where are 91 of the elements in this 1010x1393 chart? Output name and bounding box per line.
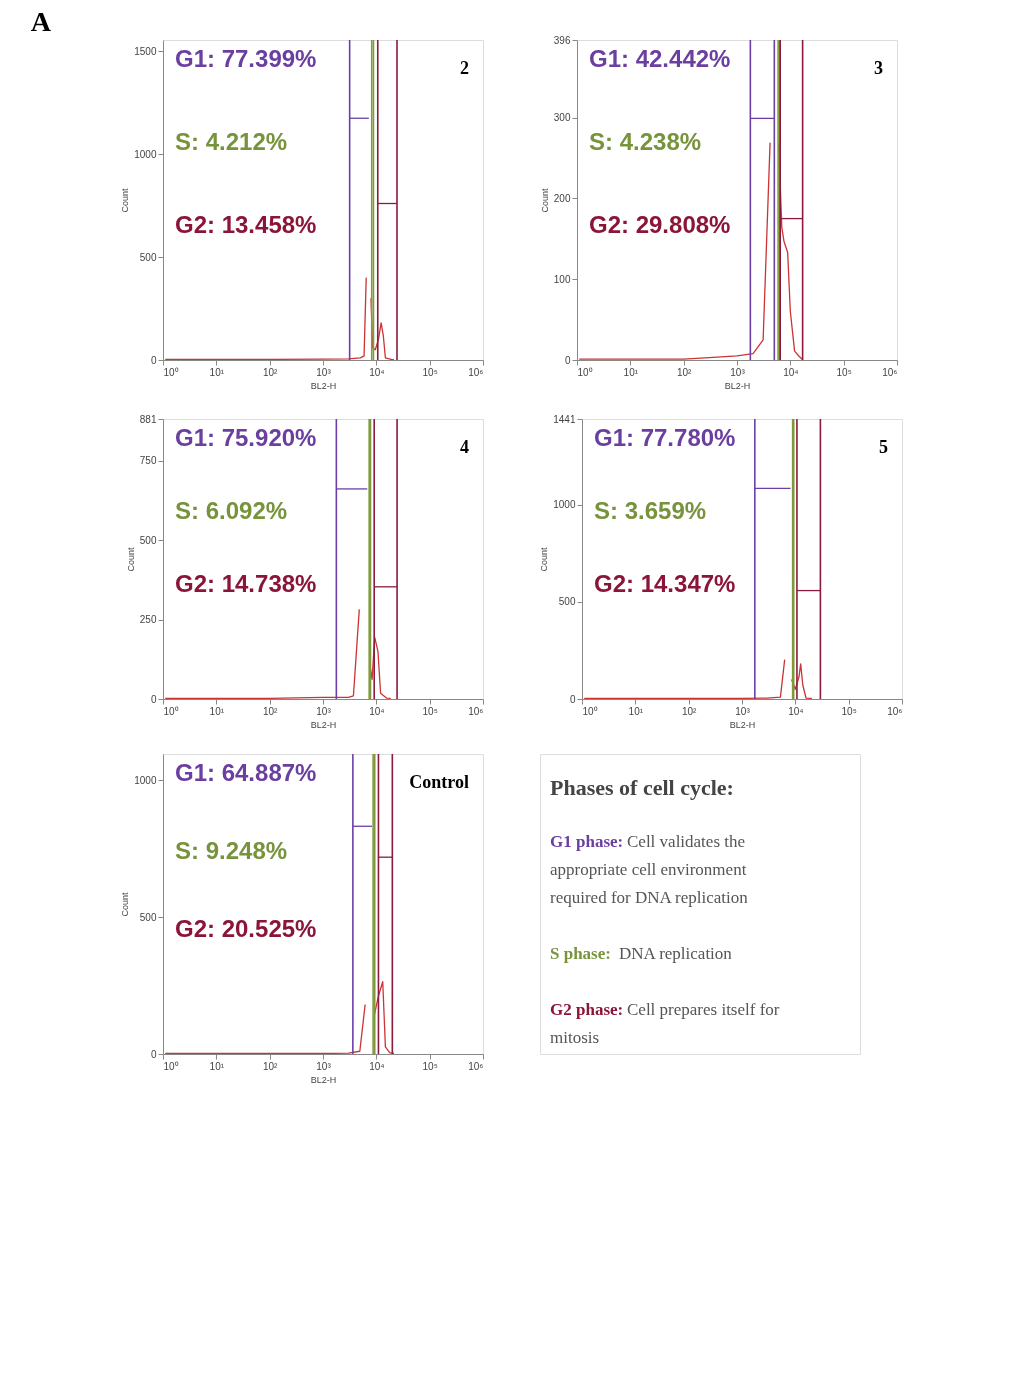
x-axis-title: BL2-H: [310, 719, 337, 730]
y-tick-label: 500: [139, 911, 157, 923]
y-tick-label: 1000: [134, 148, 157, 160]
annotation: S: 4.238%: [589, 128, 702, 156]
x-tick-label: 10⁴: [369, 705, 385, 717]
y-tick-label: 881: [139, 413, 157, 425]
annotation: S: 4.212%: [175, 128, 288, 156]
annotation: G1: 77.780%: [594, 424, 736, 451]
x-tick-label: 10¹: [623, 366, 639, 378]
text: S phase: DNA replication: [550, 944, 733, 963]
y-tick-label: 1500: [134, 45, 157, 57]
y-tick-label: 500: [139, 534, 157, 546]
chart-title: A: [30, 6, 52, 38]
text: G2 phase: Cell prepares itself for mitosis: [550, 1000, 780, 1047]
x-tick-label: 10⁶: [882, 366, 898, 378]
y-axis-title: Count: [539, 188, 550, 213]
x-tick-label: 10⁵: [836, 366, 852, 378]
y-tick-label: 1000: [134, 774, 157, 786]
y-tick-label: 396: [553, 34, 571, 46]
x-axis-title: BL2-H: [729, 719, 756, 730]
y-axis-title: Count: [125, 547, 136, 572]
y-tick-label: 0: [150, 1048, 157, 1060]
y-tick-label: 1441: [553, 413, 576, 425]
annotation: 3: [874, 58, 883, 78]
x-tick-label: 10¹: [209, 366, 225, 378]
x-tick-label: 10²: [676, 366, 693, 378]
y-tick-label: 750: [139, 455, 157, 467]
annotation: 4: [460, 437, 469, 457]
annotation: G2: 20.525%: [175, 915, 317, 942]
y-tick-label: 0: [150, 354, 157, 366]
y-tick-label: 500: [139, 251, 157, 263]
x-tick-label: 10¹: [209, 705, 225, 717]
annotation: 5: [879, 437, 888, 457]
x-tick-label: 10⁴: [369, 1060, 385, 1072]
x-tick-label: 10³: [316, 705, 332, 717]
text: G1 phase: Cell validates the appropriate cell environment required for DNA replication: [550, 832, 749, 907]
annotation: 2: [460, 58, 469, 78]
y-tick-label: 1000: [553, 499, 576, 511]
y-axis-title: Count: [539, 547, 550, 572]
x-tick-label: 10²: [262, 366, 279, 378]
x-tick-label: 10⁵: [841, 705, 857, 717]
x-tick-label: 10⁰: [163, 366, 179, 378]
x-tick-label: 10⁵: [422, 1060, 438, 1072]
annotation: S: 9.248%: [175, 837, 288, 864]
x-axis-title: BL2-H: [310, 380, 337, 391]
y-tick-label: 100: [553, 273, 571, 285]
x-tick-label: 10⁶: [468, 1060, 484, 1072]
x-tick-label: 10⁶: [887, 705, 903, 717]
x-tick-label: 10⁰: [582, 705, 598, 717]
annotation: G2: 14.347%: [594, 569, 736, 597]
annotation: G1: 75.920%: [175, 424, 317, 451]
y-tick-label: 250: [139, 614, 157, 626]
annotation: Control: [409, 772, 469, 792]
x-tick-label: 10¹: [628, 705, 644, 717]
y-tick-label: 0: [150, 693, 157, 705]
x-tick-label: 10²: [262, 705, 279, 717]
x-tick-label: 10²: [681, 705, 698, 717]
x-tick-label: 10⁵: [422, 366, 438, 378]
y-axis-title: Count: [120, 188, 131, 213]
y-axis-title: Count: [120, 892, 131, 917]
y-tick-label: 200: [553, 192, 571, 204]
x-tick-label: 10⁴: [788, 705, 804, 717]
x-tick-label: 10²: [262, 1060, 279, 1072]
annotation: G1: 64.887%: [175, 759, 317, 786]
x-tick-label: 10⁰: [577, 366, 593, 378]
x-tick-label: 10⁶: [468, 366, 484, 378]
annotation: G1: 77.399%: [175, 45, 317, 72]
x-tick-label: 10⁴: [369, 366, 385, 378]
x-tick-label: 10³: [316, 366, 332, 378]
x-tick-label: 10⁰: [163, 705, 179, 717]
annotation: S: 6.092%: [175, 496, 288, 524]
x-tick-label: 10⁴: [783, 366, 799, 378]
annotation: G1: 42.442%: [589, 45, 731, 72]
x-axis-title: BL2-H: [724, 380, 751, 391]
x-tick-label: 10³: [316, 1060, 332, 1072]
x-tick-label: 10⁰: [163, 1060, 179, 1072]
x-tick-label: 10⁵: [422, 705, 438, 717]
y-tick-label: 300: [553, 112, 571, 124]
y-tick-label: 0: [564, 354, 571, 366]
annotation: G2: 29.808%: [589, 211, 731, 239]
y-tick-label: 0: [569, 693, 576, 705]
y-tick-label: 500: [558, 596, 576, 608]
x-tick-label: 10³: [730, 366, 746, 378]
text: Phases of cell cycle:: [550, 775, 734, 800]
annotation: G2: 13.458%: [175, 211, 317, 239]
annotation: G2: 14.738%: [175, 569, 317, 597]
x-tick-label: 10¹: [209, 1060, 225, 1072]
x-axis-title: BL2-H: [310, 1074, 337, 1085]
x-tick-label: 10⁶: [468, 705, 484, 717]
x-tick-label: 10³: [735, 705, 751, 717]
annotation: S: 3.659%: [594, 496, 707, 524]
